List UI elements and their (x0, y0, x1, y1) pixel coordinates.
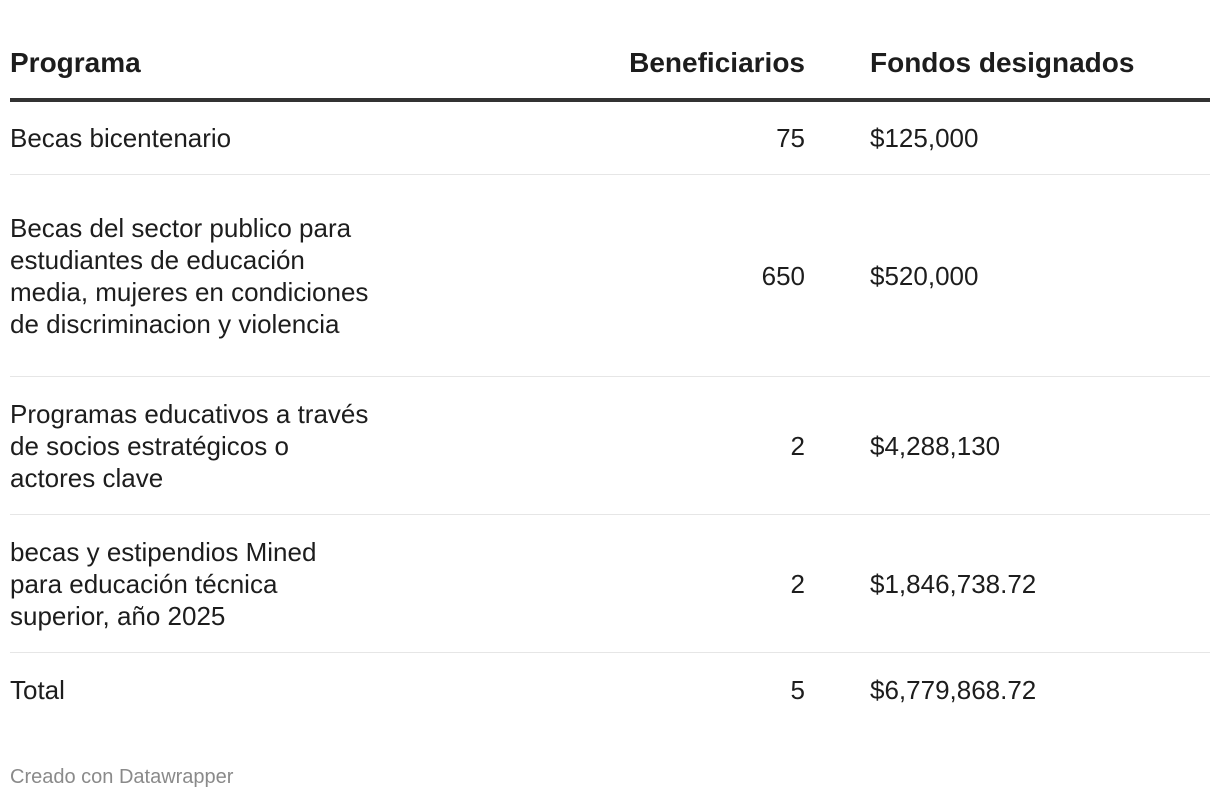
cell-beneficiarios: 650 (761, 260, 805, 291)
cell-fondos: $520,000 (870, 260, 979, 291)
column-header-fondos[interactable]: Fondos designados (870, 47, 1135, 78)
cell-programa: Becas bicentenario (10, 123, 232, 153)
column-header-programa[interactable]: Programa (10, 47, 141, 78)
table-row-total: Total 5 $6,779,868.72 (10, 653, 1210, 727)
cell-beneficiarios: 5 (790, 675, 805, 705)
table-row: Becas del sector publico para estudiante… (10, 175, 1210, 377)
cell-beneficiarios: 2 (790, 430, 805, 461)
table-row: Becas bicentenario 75 $125,000 (10, 102, 1210, 175)
data-table: Programa Beneficiarios Fondos designados… (10, 0, 1210, 802)
cell-fondos: $6,779,868.72 (870, 675, 1037, 705)
cell-programa: Total (10, 675, 65, 705)
cell-beneficiarios: 2 (790, 568, 805, 599)
table-header: Programa Beneficiarios Fondos designados (10, 30, 1210, 102)
datawrapper-credit[interactable]: Creado con Datawrapper (10, 766, 234, 788)
column-header-beneficiarios[interactable]: Beneficiarios (629, 47, 805, 78)
cell-fondos: $125,000 (870, 123, 979, 153)
cell-fondos: $4,288,130 (870, 430, 1001, 461)
table-row: Programas educativos a través de socios … (10, 377, 1210, 515)
cell-beneficiarios: 75 (776, 123, 805, 153)
cell-fondos: $1,846,738.72 (870, 568, 1037, 599)
cell-programa: Programas educativos a través de socios … (10, 398, 369, 493)
table-row: becas y estipendios Mined para educación… (10, 515, 1210, 653)
cell-programa: Becas del sector publico para estudiante… (10, 212, 369, 339)
cell-programa: becas y estipendios Mined para educación… (10, 536, 317, 631)
